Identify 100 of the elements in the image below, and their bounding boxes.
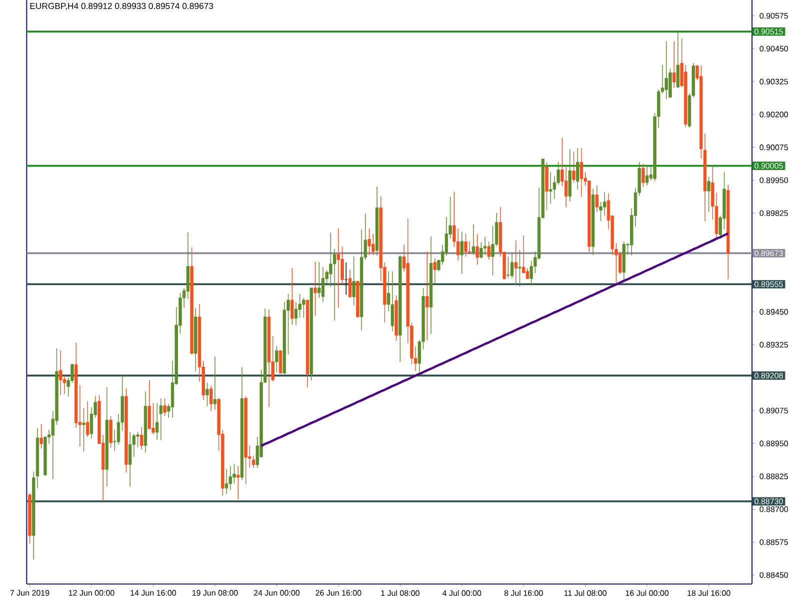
x-tick-label: 26 Jun 16:00 <box>316 590 362 596</box>
candlestick <box>506 256 510 279</box>
candlestick <box>210 385 213 412</box>
candlestick <box>580 148 584 198</box>
candlestick <box>59 350 62 396</box>
candlestick <box>460 231 464 274</box>
candlestick <box>645 166 649 186</box>
candlestick <box>128 432 132 487</box>
candlestick <box>664 40 668 100</box>
candlestick <box>456 228 460 261</box>
candlestick <box>224 468 228 494</box>
candlestick <box>206 382 209 407</box>
candlestick <box>707 176 710 212</box>
candlestick <box>510 252 514 279</box>
y-tick-label: 0.89450 <box>760 309 788 315</box>
candlestick <box>314 261 317 316</box>
candlestick <box>140 426 144 450</box>
x-tick-label: 24 Jun 00:00 <box>254 590 300 596</box>
candlestick <box>109 416 112 448</box>
candlestick <box>148 380 151 430</box>
candlestick <box>472 224 476 256</box>
candlestick <box>213 356 217 410</box>
y-tick-label: 0.90450 <box>760 46 788 52</box>
candlestick <box>595 185 598 212</box>
candlestick <box>530 260 533 286</box>
y-tick-label: 0.88950 <box>760 440 788 446</box>
candlestick <box>390 270 394 332</box>
candlestick <box>336 228 340 308</box>
candlestick <box>672 40 676 88</box>
x-tick-label: 19 Jun 08:00 <box>192 590 238 596</box>
candlestick <box>476 234 479 266</box>
candlestick <box>483 236 487 256</box>
candlestick <box>159 398 163 441</box>
y-tick-label: 0.88450 <box>760 572 788 578</box>
candlestick <box>152 402 155 435</box>
candlestick <box>464 233 468 257</box>
y-tick-label: 0.89075 <box>760 408 788 414</box>
ref-line-label: 0.90515 <box>754 28 783 34</box>
x-tick-label: 12 Jun 00:00 <box>68 590 114 596</box>
candlestick <box>514 240 518 284</box>
candlestick <box>603 191 606 216</box>
candlestick <box>572 151 576 184</box>
candlestick <box>290 268 294 325</box>
ref-line-label: 0.89555 <box>754 281 783 288</box>
candlestick <box>236 466 240 500</box>
y-tick-label: 0.89325 <box>760 342 788 348</box>
y-tick-label: 0.88825 <box>760 474 788 480</box>
ref-line-label: 0.89208 <box>754 372 783 378</box>
y-tick-label: 0.90575 <box>760 12 788 19</box>
x-tick-label: 16 Jul 00:00 <box>626 590 669 596</box>
candlestick <box>321 266 325 302</box>
candlestick <box>318 262 321 298</box>
candlestick <box>599 201 602 222</box>
x-tick-label: 14 Jun 16:00 <box>130 590 176 596</box>
candlestick <box>526 268 530 280</box>
candlestick <box>487 241 490 260</box>
candlestick <box>372 233 375 256</box>
candlestick <box>86 400 90 438</box>
ref-line-label: 0.89673 <box>754 250 783 256</box>
candlestick <box>332 248 336 321</box>
candlestick <box>232 463 236 484</box>
candlestick <box>275 345 278 373</box>
x-tick-label: 1 Jul 08:00 <box>381 590 420 596</box>
ref-line-label: 0.88730 <box>754 498 783 504</box>
x-tick-label: 18 Jul 16:00 <box>688 590 730 596</box>
candlestick <box>433 258 436 284</box>
candlestick <box>82 408 86 452</box>
candlestick <box>155 402 159 440</box>
candlestick <box>368 228 371 256</box>
candlestick <box>294 302 298 326</box>
candlestick <box>426 251 429 341</box>
candlestick <box>518 250 522 287</box>
ref-line-label: 0.90005 <box>754 162 783 169</box>
y-tick-label: 0.90200 <box>760 112 788 118</box>
x-tick-label: 8 Jul 16:00 <box>504 590 543 596</box>
candlestick <box>348 269 352 298</box>
x-tick-label: 11 Jul 08:00 <box>564 590 607 596</box>
candlestick <box>278 350 282 374</box>
y-tick-label: 0.89825 <box>760 210 788 216</box>
candlestick <box>302 298 306 318</box>
candlestick <box>40 424 43 449</box>
candlestick <box>163 398 166 416</box>
x-tick-label: 4 Jul 00:00 <box>442 590 482 596</box>
x-tick-label: 7 Jun 2019 <box>10 590 50 596</box>
candlestick <box>564 166 568 208</box>
candlestick <box>676 32 680 88</box>
candlestick <box>228 466 232 490</box>
candlestick <box>642 164 645 188</box>
y-tick-label: 0.88700 <box>760 506 788 512</box>
candlestick <box>549 172 552 204</box>
candlestick <box>618 251 622 274</box>
candlestick <box>70 363 74 384</box>
candlestick <box>576 148 580 190</box>
y-tick-label: 0.88575 <box>760 539 788 545</box>
y-tick-label: 0.90075 <box>760 144 788 150</box>
candlestick <box>468 240 472 255</box>
chart-title: EURGBP,H4 0.89912 0.89933 0.89574 0.89673 <box>30 2 214 10</box>
y-tick-label: 0.89950 <box>760 177 788 184</box>
candlestick <box>252 455 256 468</box>
candlestick <box>352 256 356 306</box>
